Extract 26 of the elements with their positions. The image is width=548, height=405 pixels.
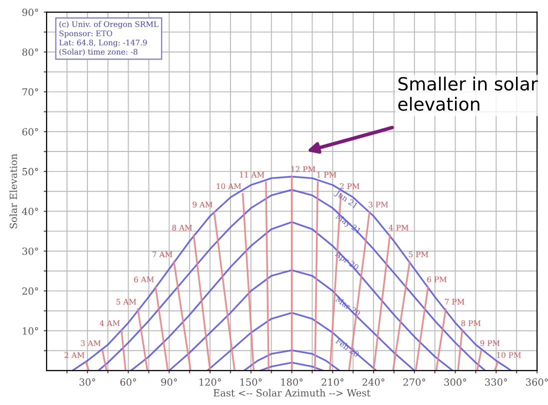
x-tick-label: 30°	[80, 378, 96, 386]
x-tick-label: 60°	[120, 378, 136, 386]
annotation: Smaller in solar elevation	[398, 76, 538, 111]
y-tick-label: 10°	[22, 327, 38, 335]
x-tick-label: 240°	[362, 378, 384, 386]
x-tick-label: 270°	[403, 378, 426, 386]
y-tick-label: 40°	[22, 208, 38, 216]
x-tick-label: 90°	[161, 378, 177, 386]
x-tick-label: 150°	[240, 378, 262, 386]
x-axis-title: East <-- Solar Azimuth --> West	[214, 389, 370, 397]
y-tick-label: 50°	[22, 168, 38, 176]
x-tick-label: 360°	[526, 378, 548, 386]
y-tick-label: 90°	[22, 8, 38, 16]
y-tick-label: 30°	[22, 248, 38, 255]
x-tick-label: 180°	[281, 378, 303, 386]
x-tick-label: 330°	[485, 378, 507, 386]
x-tick-label: 120°	[200, 378, 221, 386]
x-tick-label: 210°	[322, 378, 344, 386]
x-tick-label: 300°	[444, 378, 466, 386]
y-tick-label: 80°	[22, 48, 38, 56]
line-series	[243, 349, 340, 371]
y-tick-label: 70°	[22, 88, 38, 96]
line-series	[168, 269, 416, 371]
y-tick-label: 20°	[22, 287, 38, 295]
y-axis-title: Solar Elevation	[10, 154, 18, 228]
y-tick-label: 60°	[22, 128, 38, 136]
